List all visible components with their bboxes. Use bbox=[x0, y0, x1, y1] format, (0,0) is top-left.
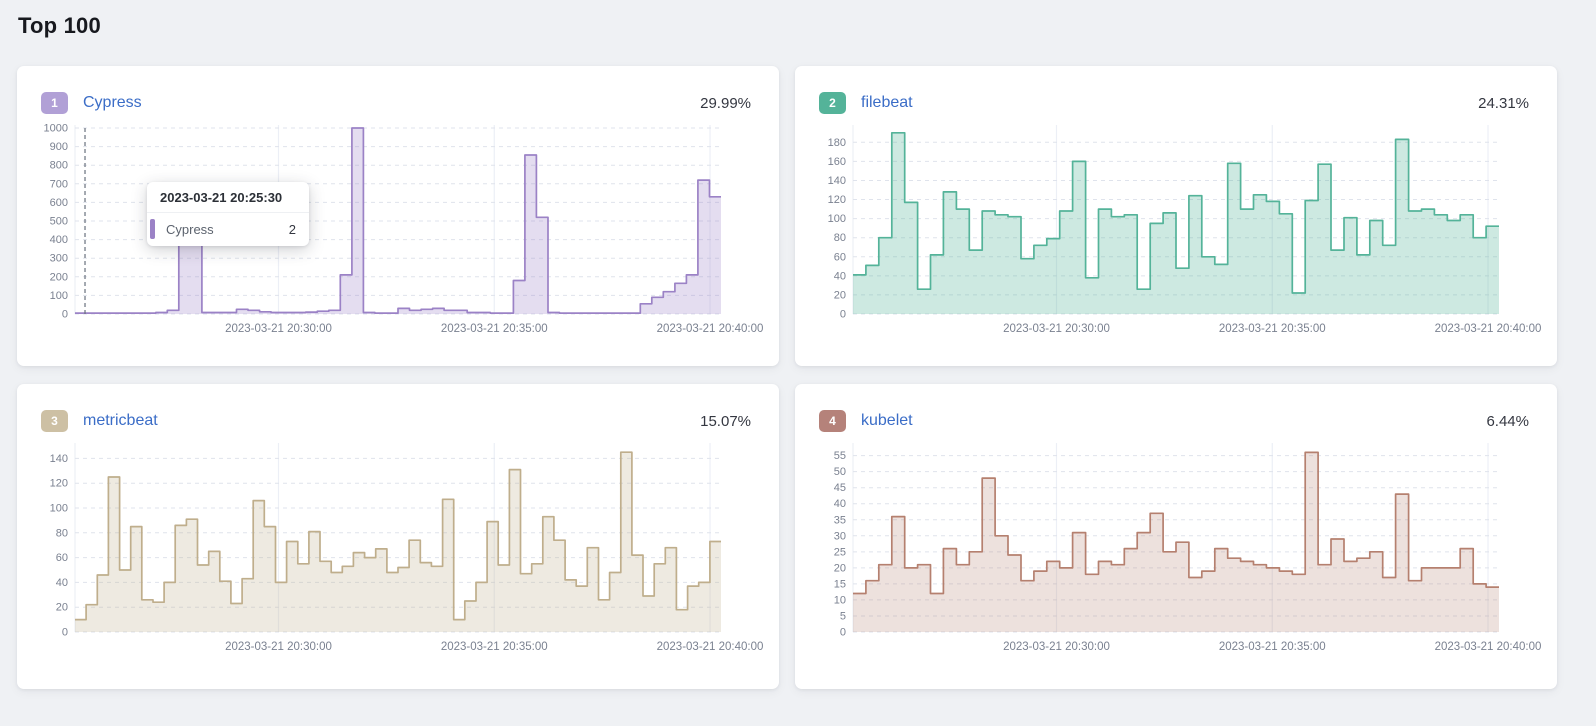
svg-text:40: 40 bbox=[834, 270, 846, 282]
rank-badge: 1 bbox=[41, 92, 68, 114]
svg-text:45: 45 bbox=[834, 482, 846, 494]
panel-header: 3 metricbeat 15.07% bbox=[17, 384, 779, 432]
filebeat-step-area-chart[interactable]: 2023-03-21 20:30:00 2023-03-21 20:35:00 20… bbox=[809, 122, 1542, 344]
percent-value: 24.31% bbox=[1478, 94, 1529, 112]
percent-value: 15.07% bbox=[700, 412, 751, 430]
svg-text:2023-03-21 20:35:00: 2023-03-21 20:35:00 bbox=[441, 323, 548, 335]
svg-text:0: 0 bbox=[62, 627, 68, 639]
chart-area: 2023-03-21 20:30:00 2023-03-21 20:35:00 20… bbox=[795, 432, 1557, 662]
svg-text:55: 55 bbox=[834, 450, 846, 462]
svg-text:140: 140 bbox=[828, 175, 846, 187]
panel-cypress: 1 Cypress 29.99% 2023-03-21 20:30:00 2023… bbox=[17, 66, 779, 366]
svg-text:100: 100 bbox=[50, 503, 68, 515]
svg-text:25: 25 bbox=[834, 546, 846, 558]
svg-text:120: 120 bbox=[828, 194, 846, 206]
svg-text:2023-03-21 20:35:00: 2023-03-21 20:35:00 bbox=[441, 641, 548, 653]
panels-grid: 1 Cypress 29.99% 2023-03-21 20:30:00 2023… bbox=[17, 66, 1558, 689]
panel-header: 4 kubelet 6.44% bbox=[795, 384, 1557, 432]
kubelet-step-area-chart[interactable]: 2023-03-21 20:30:00 2023-03-21 20:35:00 20… bbox=[809, 440, 1542, 662]
tooltip-series-value: 2 bbox=[288, 221, 296, 237]
svg-text:2023-03-21 20:35:00: 2023-03-21 20:35:00 bbox=[1219, 323, 1326, 335]
svg-text:10: 10 bbox=[834, 594, 846, 606]
rank-badge: 3 bbox=[41, 410, 68, 432]
panel-header: 2 filebeat 24.31% bbox=[795, 66, 1557, 114]
svg-text:800: 800 bbox=[50, 160, 68, 172]
svg-text:600: 600 bbox=[50, 197, 68, 209]
svg-text:140: 140 bbox=[50, 453, 68, 465]
series-link[interactable]: Cypress bbox=[83, 94, 142, 111]
percent-value: 6.44% bbox=[1486, 412, 1529, 430]
svg-text:700: 700 bbox=[50, 178, 68, 190]
svg-text:2023-03-21 20:40:00: 2023-03-21 20:40:00 bbox=[657, 323, 764, 335]
tooltip-series-name: Cypress bbox=[166, 221, 214, 237]
metricbeat-step-area-chart[interactable]: 2023-03-21 20:30:00 2023-03-21 20:35:00 20… bbox=[31, 440, 764, 662]
svg-text:2023-03-21 20:35:00: 2023-03-21 20:35:00 bbox=[1219, 641, 1326, 653]
panel-filebeat: 2 filebeat 24.31% 2023-03-21 20:30:00 202… bbox=[795, 66, 1557, 366]
svg-text:300: 300 bbox=[50, 253, 68, 265]
svg-text:900: 900 bbox=[50, 141, 68, 153]
svg-text:5: 5 bbox=[840, 610, 846, 622]
chart-area: 2023-03-21 20:30:00 2023-03-21 20:35:00 20… bbox=[795, 114, 1557, 344]
svg-text:20: 20 bbox=[834, 562, 846, 574]
chart-area: 2023-03-21 20:30:00 2023-03-21 20:35:00 20… bbox=[17, 114, 779, 344]
svg-text:100: 100 bbox=[828, 213, 846, 225]
svg-text:400: 400 bbox=[50, 234, 68, 246]
chart-tooltip: 2023-03-21 20:25:30 Cypress 2 bbox=[147, 182, 309, 246]
svg-text:120: 120 bbox=[50, 478, 68, 490]
series-link[interactable]: kubelet bbox=[861, 412, 913, 429]
tooltip-time: 2023-03-21 20:25:30 bbox=[147, 182, 309, 213]
svg-text:2023-03-21 20:40:00: 2023-03-21 20:40:00 bbox=[1435, 641, 1542, 653]
chart-area: 2023-03-21 20:30:00 2023-03-21 20:35:00 20… bbox=[17, 432, 779, 662]
svg-text:2023-03-21 20:40:00: 2023-03-21 20:40:00 bbox=[657, 641, 764, 653]
svg-text:80: 80 bbox=[56, 527, 68, 539]
svg-text:15: 15 bbox=[834, 578, 846, 590]
svg-text:35: 35 bbox=[834, 514, 846, 526]
panel-kubelet: 4 kubelet 6.44% 2023-03-21 20:30:00 2023-… bbox=[795, 384, 1557, 689]
svg-text:0: 0 bbox=[840, 309, 846, 321]
svg-text:2023-03-21 20:30:00: 2023-03-21 20:30:00 bbox=[225, 323, 332, 335]
svg-text:20: 20 bbox=[834, 289, 846, 301]
tooltip-row: Cypress 2 bbox=[147, 213, 309, 246]
svg-text:60: 60 bbox=[834, 251, 846, 263]
cypress-step-area-chart[interactable]: 2023-03-21 20:30:00 2023-03-21 20:35:00 20… bbox=[31, 122, 764, 344]
rank-badge: 4 bbox=[819, 410, 846, 432]
svg-text:500: 500 bbox=[50, 216, 68, 228]
svg-text:1000: 1000 bbox=[44, 123, 68, 135]
svg-text:2023-03-21 20:40:00: 2023-03-21 20:40:00 bbox=[1435, 323, 1542, 335]
svg-text:160: 160 bbox=[828, 156, 846, 168]
svg-text:40: 40 bbox=[56, 577, 68, 589]
tooltip-series-marker bbox=[150, 219, 155, 239]
series-link[interactable]: metricbeat bbox=[83, 412, 158, 429]
svg-text:2023-03-21 20:30:00: 2023-03-21 20:30:00 bbox=[225, 641, 332, 653]
svg-text:80: 80 bbox=[834, 232, 846, 244]
svg-text:100: 100 bbox=[50, 290, 68, 302]
panel-header: 1 Cypress 29.99% bbox=[17, 66, 779, 114]
page-title: Top 100 bbox=[18, 13, 101, 38]
svg-text:200: 200 bbox=[50, 271, 68, 283]
svg-text:40: 40 bbox=[834, 498, 846, 510]
svg-text:0: 0 bbox=[62, 309, 68, 321]
svg-text:20: 20 bbox=[56, 602, 68, 614]
svg-text:30: 30 bbox=[834, 530, 846, 542]
percent-value: 29.99% bbox=[700, 94, 751, 112]
svg-text:2023-03-21 20:30:00: 2023-03-21 20:30:00 bbox=[1003, 323, 1110, 335]
series-link[interactable]: filebeat bbox=[861, 94, 913, 111]
panel-metricbeat: 3 metricbeat 15.07% 2023-03-21 20:30:00 2… bbox=[17, 384, 779, 689]
rank-badge: 2 bbox=[819, 92, 846, 114]
svg-text:60: 60 bbox=[56, 552, 68, 564]
svg-text:180: 180 bbox=[828, 137, 846, 149]
svg-text:50: 50 bbox=[834, 466, 846, 478]
svg-text:0: 0 bbox=[840, 627, 846, 639]
svg-text:2023-03-21 20:30:00: 2023-03-21 20:30:00 bbox=[1003, 641, 1110, 653]
